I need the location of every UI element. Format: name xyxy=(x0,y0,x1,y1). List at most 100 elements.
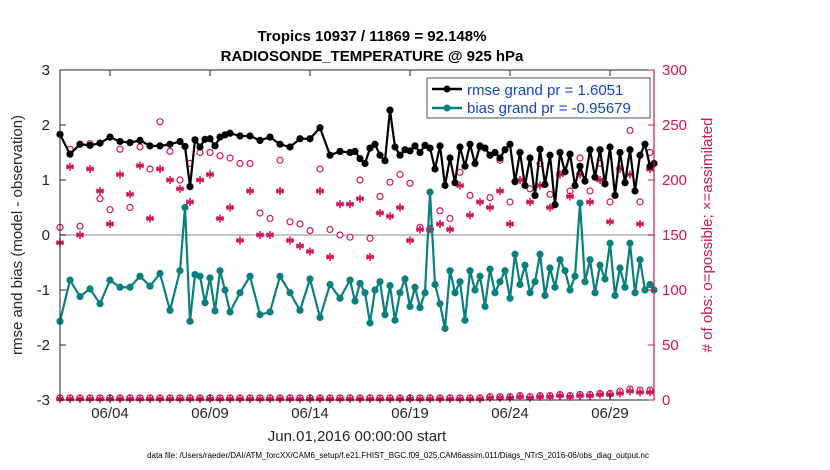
x-tick-label: 06/04 xyxy=(91,405,129,422)
rmse-point xyxy=(636,151,644,159)
obs_assimilated-point xyxy=(156,165,164,173)
rmse-point xyxy=(451,179,459,187)
legend-rmse-label: rmse grand pr = 1.6051 xyxy=(467,82,623,99)
bias-point xyxy=(576,199,584,207)
bias-point xyxy=(216,267,224,275)
rmse-point xyxy=(626,146,634,154)
rmse-point xyxy=(406,147,414,155)
obs_assimilated-point xyxy=(326,253,334,261)
rmse-point xyxy=(526,154,534,162)
obs_possible-point xyxy=(236,159,244,168)
bias-point xyxy=(501,267,509,275)
obs_assimilated-point xyxy=(276,187,284,195)
bias-point xyxy=(466,267,474,275)
bias-point xyxy=(136,272,144,280)
obs_assimilated_near_zero-point xyxy=(636,388,644,397)
rmse-point xyxy=(586,146,594,154)
obs_assimilated-point xyxy=(466,211,474,220)
bias-point xyxy=(246,272,254,280)
bias-point xyxy=(366,319,374,327)
rmse-point xyxy=(606,143,614,151)
rmse-point xyxy=(286,143,294,151)
obs_assimilated-point xyxy=(266,231,274,239)
bias-point xyxy=(276,272,284,280)
obs_possible-point xyxy=(636,198,644,206)
obs_assimilated-point xyxy=(296,242,304,250)
bias-point xyxy=(511,250,519,258)
obs_possible-point xyxy=(206,148,214,157)
bias-point xyxy=(166,306,174,314)
y-axis-left-label: rmse and bias (model - observation) xyxy=(9,115,26,355)
bias-point xyxy=(431,280,439,289)
bias-point xyxy=(386,282,394,290)
chart-title-line1: Tropics 10937 / 11869 = 92.148% xyxy=(258,28,487,45)
rmse-point xyxy=(631,187,639,195)
obs_assimilated-point xyxy=(76,231,84,239)
legend-bias-marker xyxy=(443,104,451,112)
obs_assimilated-point xyxy=(106,220,114,228)
bias-point xyxy=(586,256,594,264)
obs_assimilated-point xyxy=(216,214,224,223)
rmse-point xyxy=(591,173,599,181)
y-left-tick-label: -3 xyxy=(37,392,50,409)
obs_possible-point xyxy=(316,165,324,173)
bias-point xyxy=(611,291,619,300)
bias-point xyxy=(541,291,549,300)
legend: rmse grand pr = 1.6051 bias grand pr = -… xyxy=(426,77,651,119)
rmse-point xyxy=(306,135,314,143)
rmse-point xyxy=(116,137,124,146)
bias-point xyxy=(486,265,494,273)
obs_assimilated_near_zero-point xyxy=(516,392,524,401)
y-right-tick-label: 50 xyxy=(662,337,679,354)
y-right-tick-label: 300 xyxy=(662,62,687,79)
obs_assimilated-point xyxy=(606,217,614,226)
rmse-point xyxy=(196,143,204,151)
bias-point xyxy=(156,269,164,278)
rmse-point xyxy=(176,137,184,146)
x-tick-label: 06/19 xyxy=(391,405,429,422)
obs_possible-point xyxy=(306,227,314,235)
obs_possible-point xyxy=(96,195,104,203)
obs_assimilated_near_zero-point xyxy=(586,391,594,400)
rmse-point xyxy=(516,148,524,157)
obs_assimilated-point xyxy=(526,198,534,206)
bias-point xyxy=(76,293,84,301)
bias-point xyxy=(96,300,104,308)
x-tick-label: 06/29 xyxy=(591,405,629,422)
obs_possible-point xyxy=(486,194,494,202)
rmse-point xyxy=(276,140,284,148)
bias-point xyxy=(546,264,554,272)
rmse-point xyxy=(461,162,469,170)
rmse-point xyxy=(156,142,164,150)
bias-point xyxy=(426,188,434,196)
bias-point xyxy=(581,278,589,286)
bias-point xyxy=(436,300,444,308)
y-right-tick-label: 0 xyxy=(662,392,670,409)
bias-point xyxy=(476,272,484,280)
rmse-point xyxy=(601,180,609,188)
bias-point xyxy=(316,313,324,322)
obs_assimilated-point xyxy=(476,198,484,206)
bias-point xyxy=(566,286,574,294)
bias-point xyxy=(106,276,114,284)
obs_possible-point xyxy=(436,207,444,215)
bias-point xyxy=(326,280,334,289)
obs_possible-point xyxy=(606,198,614,206)
obs_possible-point xyxy=(376,192,384,201)
bias-point xyxy=(206,274,214,282)
bias-point xyxy=(451,289,459,297)
bias-point xyxy=(406,302,414,311)
bias-point xyxy=(471,286,479,294)
rmse-point xyxy=(126,139,134,147)
obs_assimilated-point xyxy=(226,203,234,212)
obs_assimilated-point xyxy=(336,200,344,209)
obs_possible-point xyxy=(346,233,354,241)
bias-point xyxy=(516,280,524,289)
obs_assimilated-point xyxy=(206,170,214,179)
bias-point xyxy=(481,302,489,311)
obs_possible-point xyxy=(366,234,374,242)
y-left-tick-label: -1 xyxy=(37,282,50,299)
bias-point xyxy=(236,289,244,297)
y-left-tick-label: -2 xyxy=(37,337,50,354)
